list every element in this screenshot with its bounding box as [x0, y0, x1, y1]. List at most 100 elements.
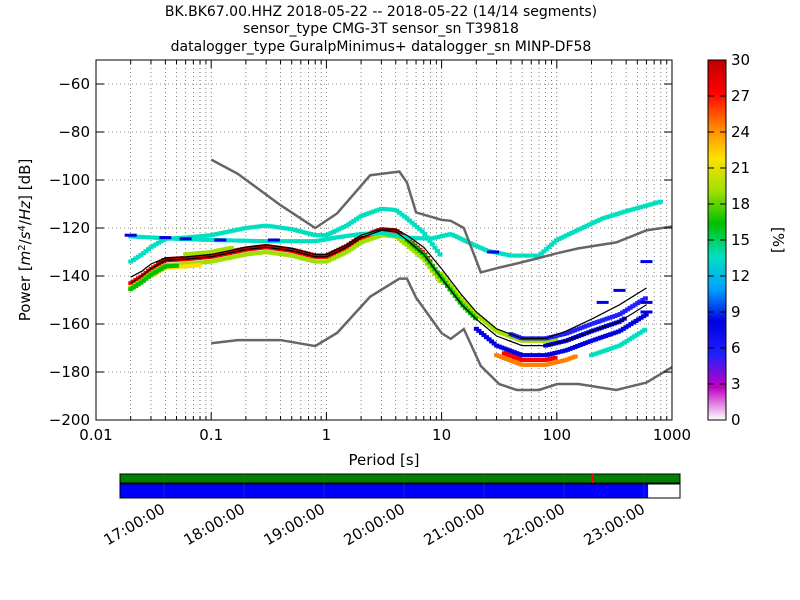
psd-cell — [482, 319, 488, 324]
psd-cell — [356, 215, 362, 220]
timeline-panel: 17:00:00 18:00:00 19:00:00 20:00:00 21:00:00… — [101, 473, 681, 549]
psd-cell — [549, 361, 555, 366]
statistics-lines — [130, 228, 647, 347]
psd-cell — [270, 250, 276, 255]
psd-cell — [341, 251, 347, 256]
psd-cell — [516, 361, 522, 366]
psd-cell — [194, 263, 200, 268]
psd-cell — [140, 251, 146, 256]
psd-cell — [554, 350, 560, 355]
psd-cell — [582, 324, 588, 329]
psd-cell — [407, 244, 413, 249]
psd-cell-upper — [518, 253, 524, 258]
psd-cell — [351, 239, 357, 244]
psd-cell-upper — [151, 235, 157, 240]
y-label-unit-hz: Hz — [16, 200, 34, 220]
psd-cell-upper — [303, 239, 309, 244]
psd-cell — [239, 253, 245, 258]
psd-cell-upper — [498, 251, 504, 256]
psd-cell — [507, 334, 513, 339]
psd-cell — [535, 338, 541, 343]
psd-cell — [524, 353, 530, 358]
psd-cell — [293, 248, 299, 253]
psd-cell-upper — [587, 222, 593, 227]
psd-cell — [623, 325, 629, 330]
psd-cell-upper — [325, 236, 331, 241]
psd-cell — [257, 244, 263, 249]
psd-cell — [609, 346, 615, 351]
psd-cell — [492, 327, 498, 332]
psd-cell — [632, 334, 638, 339]
psd-cell — [544, 357, 550, 362]
psd-cell — [285, 226, 291, 231]
y-tick-label: −80 — [58, 123, 90, 141]
psd-cell-upper — [581, 224, 587, 229]
psd-cell-upper — [191, 237, 197, 242]
psd-cell — [437, 252, 443, 257]
psd-cell — [577, 343, 583, 348]
psd-cell — [612, 313, 618, 318]
psd-cell — [260, 250, 266, 255]
psd-cell — [265, 223, 271, 228]
x-axis-ticks: 0.01 0.1 1 10 100 1000 — [79, 60, 691, 444]
psd-cell-upper — [384, 231, 390, 236]
psd-cell — [641, 314, 647, 319]
psd-cell — [544, 362, 550, 367]
psd-cell-upper — [140, 235, 146, 240]
psd-cell — [237, 227, 243, 232]
psd-cell — [557, 349, 563, 354]
psd-cell-upper — [323, 237, 329, 242]
psd-cell — [580, 342, 586, 347]
y-label-unit-m: m — [16, 251, 34, 266]
psd-cell-upper — [548, 242, 554, 247]
psd-cell — [223, 246, 229, 251]
psd-cell — [519, 362, 525, 367]
psd-cell — [247, 251, 253, 256]
psd-cell — [434, 249, 440, 254]
psd-cell — [267, 224, 273, 229]
psd-cell — [496, 354, 502, 359]
psd-cell — [376, 207, 382, 212]
psd-cell — [353, 243, 359, 248]
psd-cell — [366, 211, 372, 216]
psd-cell-upper — [465, 240, 471, 245]
psd-cell — [379, 206, 385, 211]
x-tick-label: 0.01 — [79, 426, 112, 444]
psd-cell — [229, 249, 235, 254]
psd-cell-upper — [336, 235, 342, 240]
psd-cell — [540, 338, 546, 343]
psd-cell — [501, 351, 507, 356]
colorbar-tick-label: 12 — [731, 267, 750, 285]
psd-cell — [280, 225, 286, 230]
psd-cell-upper — [607, 214, 613, 219]
psd-cell — [221, 247, 227, 252]
psd-cell-upper — [592, 220, 598, 225]
psd-cell — [417, 253, 423, 258]
psd-cell — [156, 261, 162, 266]
psd-cell — [280, 246, 286, 251]
psd-cell — [499, 355, 505, 360]
new-low-noise-model — [211, 277, 672, 392]
psd-cell-upper — [597, 217, 603, 222]
psd-cell — [596, 350, 602, 355]
y-tick-label: −100 — [49, 171, 90, 189]
psd-cell — [287, 253, 293, 258]
psd-cell — [219, 230, 225, 235]
psd-cell — [525, 338, 531, 343]
psd-cell-upper — [546, 244, 552, 249]
psd-cell — [567, 356, 573, 361]
psd-cell — [206, 253, 212, 258]
psd-cell — [244, 225, 250, 230]
psd-cell — [190, 251, 196, 256]
psd-cell — [201, 254, 207, 259]
psd-cell — [514, 356, 520, 361]
psd-cell — [336, 247, 342, 252]
psd-cell — [321, 253, 327, 258]
psd-cell — [538, 338, 544, 343]
psd-cell — [560, 349, 566, 354]
psd-cell — [351, 245, 357, 250]
psd-cell — [527, 353, 533, 358]
psd-cell — [611, 345, 617, 350]
psd-cell — [232, 254, 238, 259]
psd-cell — [565, 357, 571, 362]
